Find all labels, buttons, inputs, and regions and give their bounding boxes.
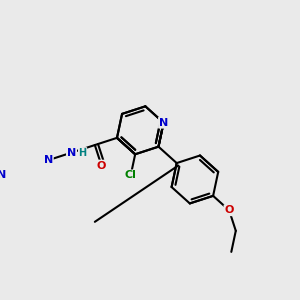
Text: N: N bbox=[159, 118, 168, 128]
Text: N: N bbox=[67, 148, 76, 158]
Text: H: H bbox=[79, 148, 87, 158]
Text: O: O bbox=[224, 205, 234, 215]
Text: O: O bbox=[97, 160, 106, 171]
Text: Cl: Cl bbox=[125, 170, 136, 180]
Text: N: N bbox=[0, 170, 6, 180]
Text: N: N bbox=[44, 155, 53, 165]
